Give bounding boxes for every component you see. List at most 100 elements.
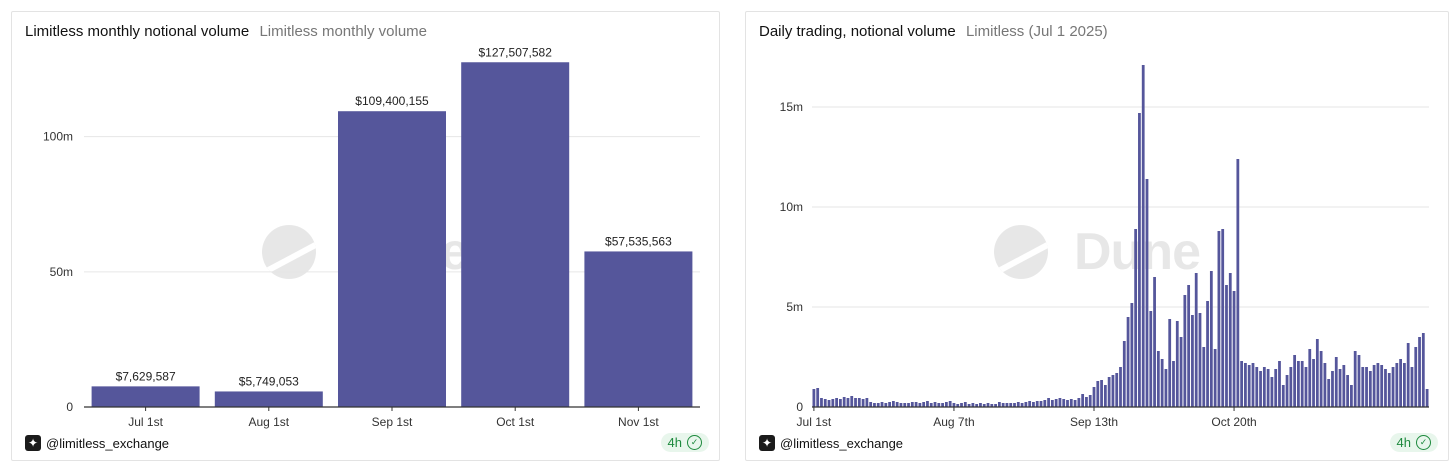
bar <box>1399 359 1403 407</box>
bar <box>1009 403 1013 407</box>
bar <box>1198 313 1202 407</box>
bar <box>1069 399 1073 407</box>
bar <box>1160 359 1164 407</box>
bar <box>876 403 880 407</box>
x-tick-label: Jul 1st <box>128 415 163 429</box>
bar <box>1327 379 1331 407</box>
bar <box>1145 179 1149 407</box>
bar <box>1240 361 1244 407</box>
creator-handle[interactable]: @limitless_exchange <box>46 435 170 451</box>
y-tick-label: 100m <box>43 130 73 144</box>
bar <box>1206 301 1209 407</box>
bar <box>986 403 990 407</box>
bar <box>1134 229 1138 407</box>
bar <box>967 404 971 407</box>
bar <box>1115 373 1119 407</box>
bar <box>1092 387 1096 407</box>
y-tick-label: 0 <box>66 400 73 414</box>
bar <box>1054 399 1058 407</box>
bar <box>846 398 850 407</box>
bar <box>922 402 926 407</box>
bar <box>1100 380 1103 407</box>
bar <box>1032 402 1035 407</box>
bar <box>918 403 922 407</box>
bar <box>1384 369 1387 407</box>
x-tick-label: Aug 7th <box>933 415 974 429</box>
bar <box>933 402 937 407</box>
bar <box>1149 311 1153 407</box>
bar <box>884 403 888 407</box>
bar <box>1232 291 1236 407</box>
bar <box>1039 401 1043 407</box>
data-label: $127,507,582 <box>478 45 552 59</box>
bar <box>899 403 903 407</box>
bar <box>1380 365 1384 407</box>
bar <box>1187 285 1191 407</box>
bar <box>1088 395 1092 407</box>
check-circle-icon: ✓ <box>687 435 702 450</box>
bar <box>1251 363 1255 407</box>
freshness-badge[interactable]: 4h ✓ <box>1389 433 1438 452</box>
freshness-badge[interactable]: 4h ✓ <box>660 433 709 452</box>
x-tick-label: Sep 1st <box>372 415 413 429</box>
bar <box>1312 359 1315 407</box>
bar <box>903 403 907 407</box>
footer: ✦ @limitless_exchange <box>25 435 169 451</box>
bar <box>914 402 918 407</box>
bar <box>888 402 891 407</box>
bar <box>1376 363 1380 407</box>
bar <box>1395 363 1399 407</box>
bar <box>1387 373 1391 407</box>
bar <box>971 403 975 407</box>
footer: ✦ @limitless_exchange <box>759 435 903 451</box>
bar <box>1338 369 1342 407</box>
bar <box>1179 337 1183 407</box>
bar <box>854 398 857 407</box>
bar <box>1372 365 1376 407</box>
bar <box>1172 361 1175 407</box>
y-tick-label: 15m <box>780 100 803 114</box>
bar <box>1164 369 1168 407</box>
bar <box>1221 229 1225 407</box>
creator-handle[interactable]: @limitless_exchange <box>780 435 904 451</box>
bar <box>820 398 823 407</box>
y-tick-label: 50m <box>50 265 73 279</box>
bar <box>979 403 982 407</box>
bar <box>1043 400 1047 407</box>
bar <box>926 401 929 407</box>
bar <box>1081 394 1085 407</box>
bar <box>1285 375 1289 407</box>
bar <box>1020 403 1024 407</box>
bar <box>1111 375 1115 407</box>
bar <box>1308 349 1312 407</box>
check-circle-icon: ✓ <box>1416 435 1431 450</box>
bar <box>1281 385 1285 407</box>
bar <box>880 402 884 407</box>
bar <box>461 62 570 408</box>
monthly-volume-chart: 0 50m 100m $7,629,587 Jul 1st $5,749,053 Aug 1… <box>43 45 700 429</box>
bar <box>861 399 865 407</box>
bar <box>1247 365 1251 407</box>
bar <box>963 402 967 407</box>
daily-volume-chart: 0 5m 10m 15m Jul 1st Aug 7th Sep 13th Oct 20th <box>780 65 1429 429</box>
bar <box>812 389 816 407</box>
bar <box>1175 321 1179 407</box>
bar <box>1013 403 1016 407</box>
bar <box>338 111 446 408</box>
bar <box>1418 337 1421 407</box>
y-tick-label: 10m <box>780 200 803 214</box>
bar <box>1259 371 1262 407</box>
bar <box>1050 400 1054 407</box>
bar <box>1126 317 1130 407</box>
bar <box>1168 319 1172 407</box>
bar <box>1357 355 1361 407</box>
bar <box>1085 397 1088 407</box>
bar <box>1194 273 1198 407</box>
bar <box>584 251 693 407</box>
bar <box>1334 357 1338 407</box>
bar <box>1183 295 1187 407</box>
bar <box>907 403 910 407</box>
x-tick-label: Oct 1st <box>496 415 535 429</box>
bar <box>1028 401 1032 407</box>
bar <box>1289 367 1293 407</box>
